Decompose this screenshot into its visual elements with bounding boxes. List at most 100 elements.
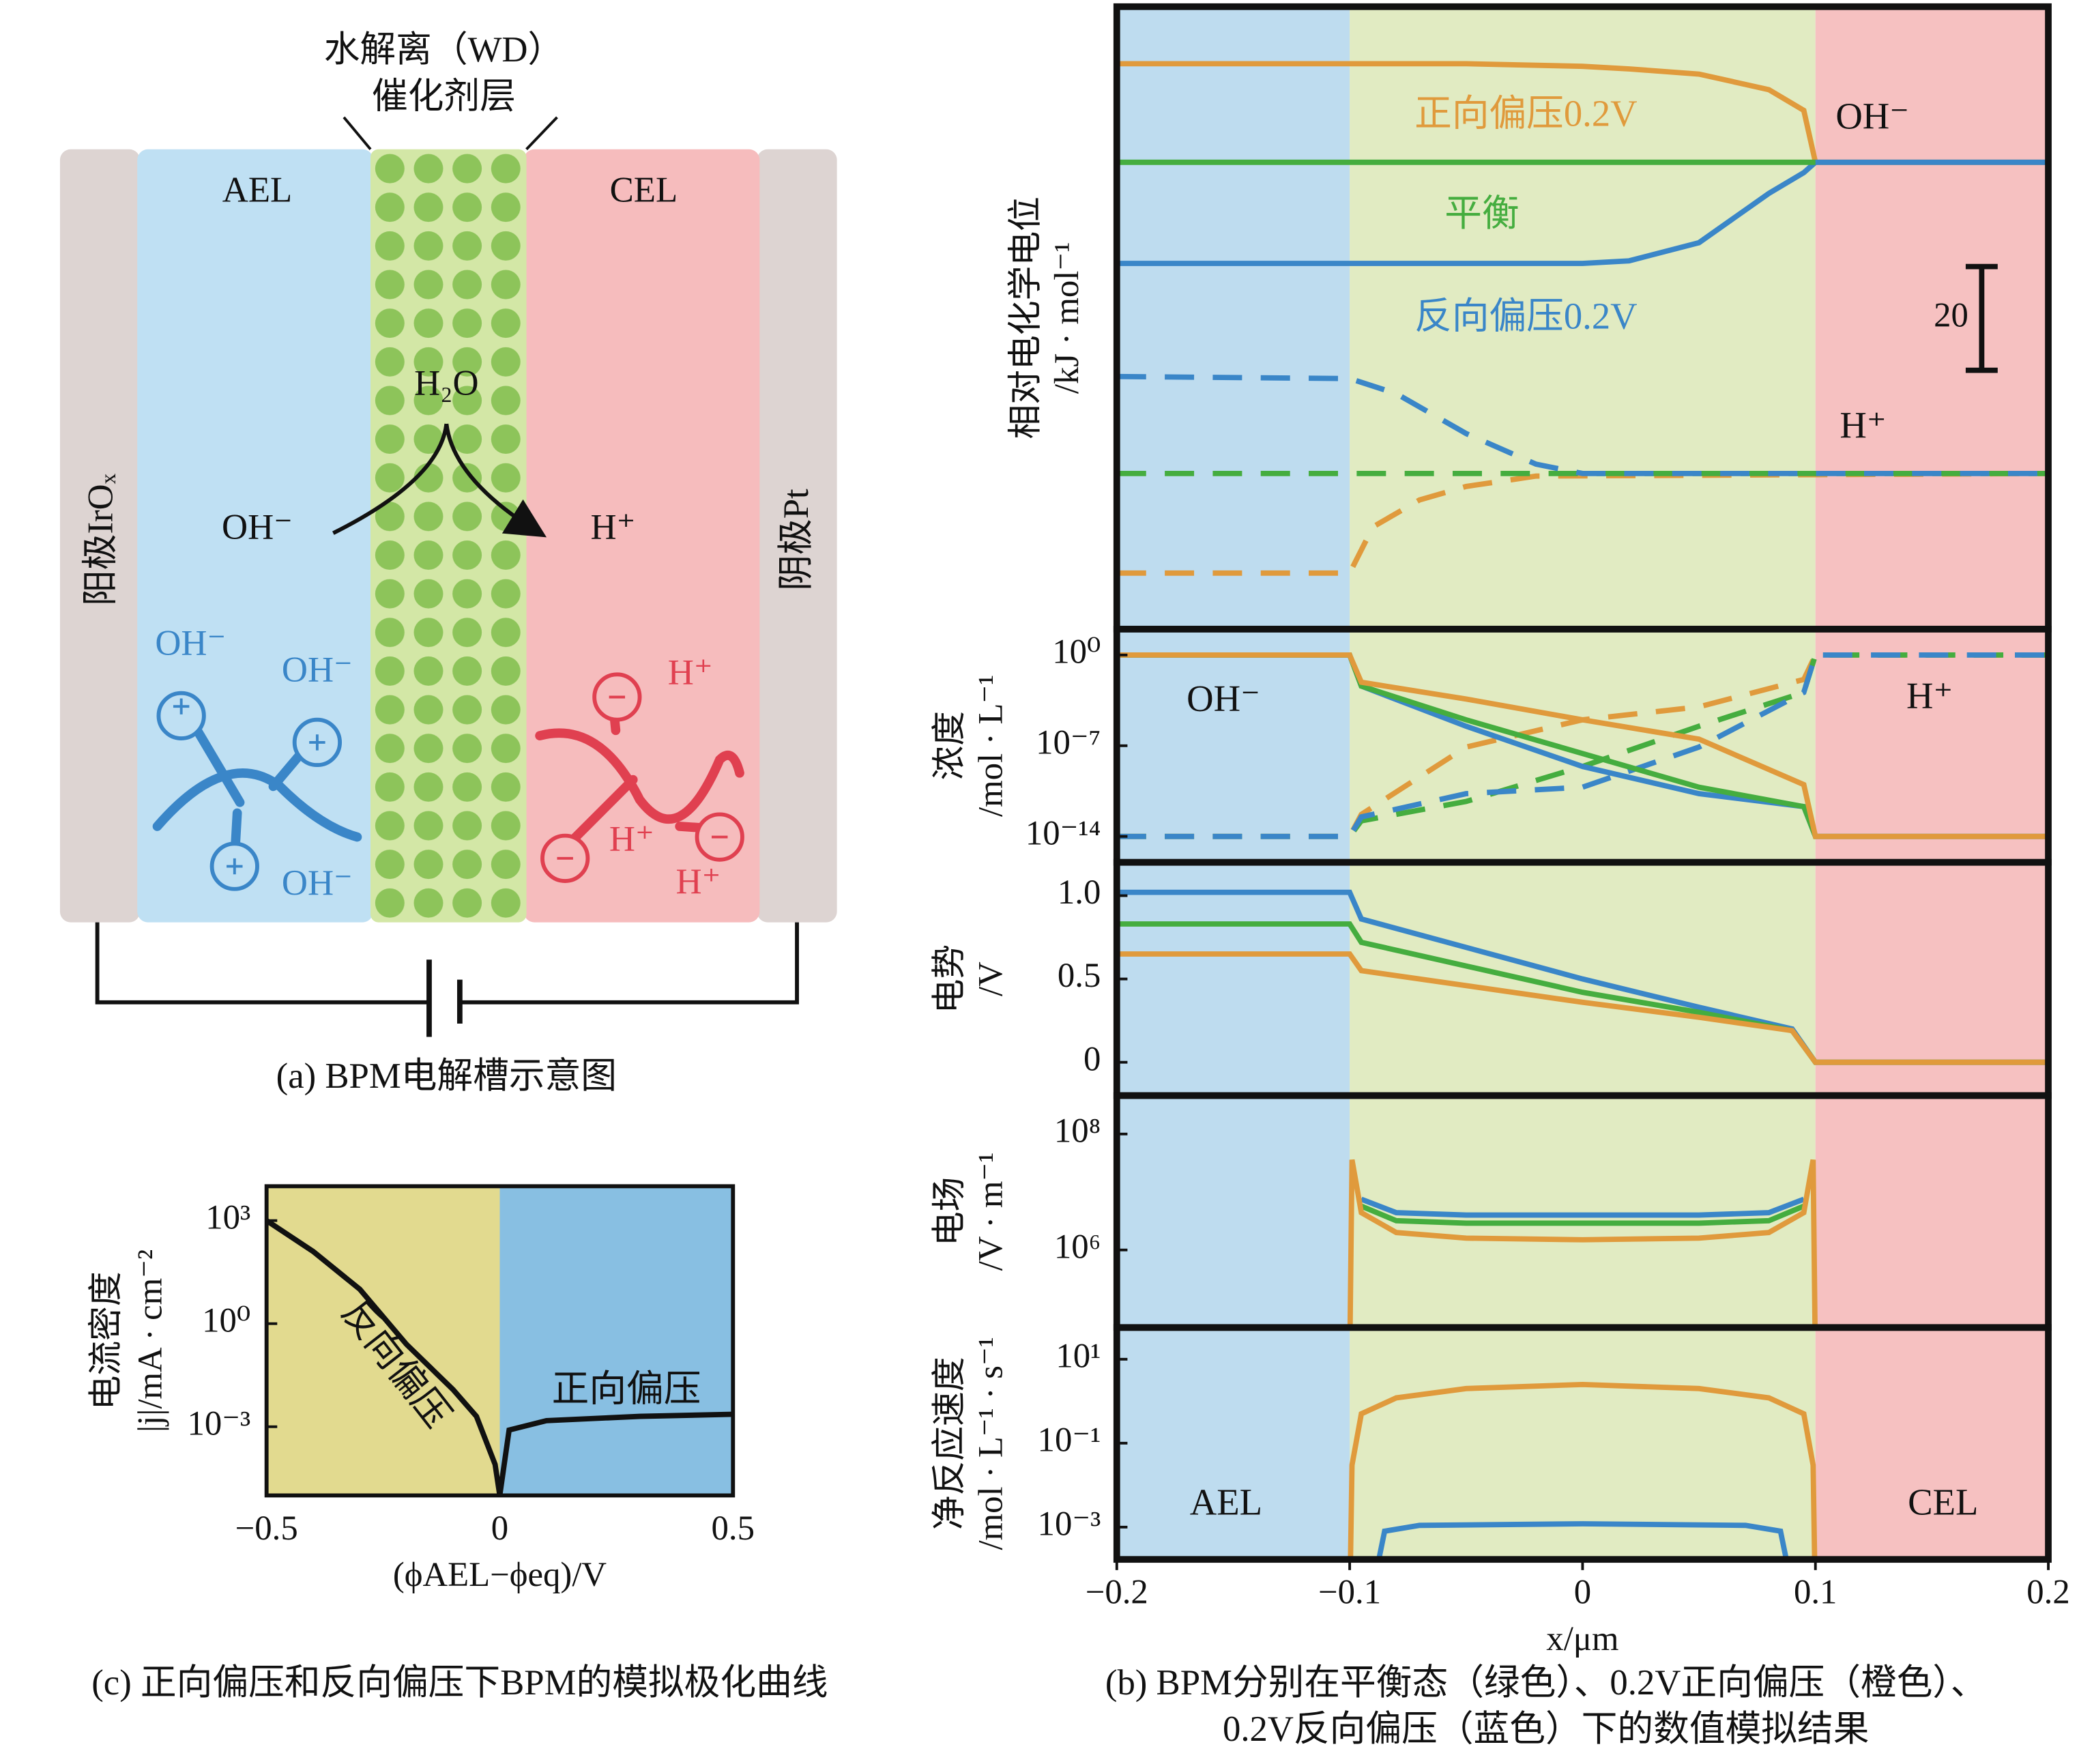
wd-title: 催化剂层 <box>372 77 516 117</box>
y-tick-label: 10³ <box>205 1198 250 1236</box>
circuit <box>95 922 799 1004</box>
battery <box>426 959 463 1037</box>
x-tick-label: 0 <box>491 1509 508 1547</box>
ion-label: OH⁻ <box>282 650 353 689</box>
anode-label: 阳极IrOₓ <box>81 473 120 606</box>
scale-bar-label: 20 <box>1934 295 1968 334</box>
plot-frame <box>264 1184 736 1498</box>
water-label: H₂O <box>414 364 479 403</box>
x-tick-label: −0.5 <box>235 1509 298 1547</box>
annotation: H⁺ <box>1840 404 1886 446</box>
split-arrow <box>332 423 540 533</box>
annotation: H⁺ <box>1906 675 1953 717</box>
wd-layer <box>370 149 527 923</box>
series-line <box>1347 1159 1818 1328</box>
series-line <box>1360 1196 1805 1218</box>
y-tick-label: 10⁻³ <box>187 1404 250 1442</box>
x-tick-label: 0.1 <box>1794 1573 1837 1611</box>
y-axis-label: 浓度 <box>930 711 968 781</box>
region <box>499 1186 733 1496</box>
x-tick-label: −0.1 <box>1318 1573 1381 1611</box>
y-axis-label: |j|/mA · cm⁻² <box>130 1249 169 1432</box>
annotation: OH⁻ <box>1835 95 1909 136</box>
x-tick-label: −0.2 <box>1086 1573 1148 1611</box>
y-tick-label: 10¹ <box>1056 1336 1101 1374</box>
cel-layer <box>523 149 760 923</box>
series-line <box>1360 1203 1805 1226</box>
cathode <box>757 149 837 923</box>
wd-title: 水解离（WD） <box>324 30 564 70</box>
y-axis-label: 净反应速度 <box>930 1357 968 1530</box>
plots: 10³ 10⁰ 10⁻³ −0.5 0 0.5 电流密度 |j|/mA · cm⁻² (ϕAEL… <box>87 3 2070 1658</box>
ion-label: OH⁻ <box>155 623 226 663</box>
anode <box>59 149 141 923</box>
series-line <box>1116 470 2049 576</box>
series-line <box>1116 373 2049 476</box>
panel: 10¹ 10⁻¹ 10⁻³ −0.2 −0.1 0 0.1 0.2 净反应速度/mol · L⁻… <box>930 1324 2070 1658</box>
y-tick-label: 10⁻⁷ <box>1036 723 1101 761</box>
series-line <box>1116 159 2049 266</box>
series-line <box>1348 1381 1818 1560</box>
series-line <box>1116 951 2049 1065</box>
ael-ions: OH⁻ OH⁻ OH⁻ <box>155 623 353 903</box>
caption: 0.2V反向偏压（蓝色）下的数值模拟结果 <box>1223 1709 1869 1749</box>
y-axis-label: /mol · L⁻¹ <box>972 675 1010 817</box>
region <box>1815 6 2049 1560</box>
x-tick-label: 0 <box>1574 1573 1591 1611</box>
x-tick-label: 0.5 <box>712 1509 755 1547</box>
annotation: 正向偏压0.2V <box>1414 92 1638 134</box>
scale-bar <box>1965 263 1998 373</box>
h-label: H⁺ <box>591 507 636 547</box>
annotation: 反向偏压0.2V <box>1414 295 1638 336</box>
plot-frame <box>1113 1324 2052 1563</box>
y-tick-label: 10⁻³ <box>1038 1505 1101 1543</box>
y-tick-label: 10⁰ <box>1052 633 1101 671</box>
series-line <box>1116 61 2049 165</box>
caption: (c) 正向偏压和反向偏压下BPM的模拟极化曲线 <box>91 1663 828 1703</box>
minus-sign <box>557 695 728 860</box>
y-axis-label: 电流密度 <box>87 1271 125 1410</box>
y-tick-label: 10⁶ <box>1054 1227 1101 1265</box>
y-axis-label: /V · m⁻¹ <box>972 1153 1010 1271</box>
anion-groups <box>540 672 744 883</box>
caption: (a) BPM电解槽示意图 <box>276 1056 617 1096</box>
y-tick-label: 10⁻¹ <box>1038 1421 1101 1459</box>
y-axis-label: 相对电化学电位 <box>1006 197 1045 439</box>
y-axis-label: 电场 <box>930 1177 968 1247</box>
ionomer-chain <box>152 725 362 865</box>
annotation: CEL <box>1908 1481 1978 1523</box>
y-tick-label: 0 <box>1084 1039 1101 1078</box>
region <box>266 1186 500 1496</box>
y-tick-label: 10⁻¹⁴ <box>1026 813 1101 852</box>
diagram-a: 水解离（WD） 催化剂层 AEL CEL H₂O OH⁻ H⁺ 阳极IrOₓ 阴… <box>59 30 837 1096</box>
x-axis-label: (ϕAEL−ϕeq)/V <box>393 1555 607 1593</box>
ion-label: H⁺ <box>609 819 654 858</box>
y-tick-label: 0.5 <box>1058 956 1101 994</box>
series-line <box>1116 652 2049 839</box>
annotation: AEL <box>1190 1481 1262 1523</box>
y-tick-label: 10⁸ <box>1054 1111 1101 1149</box>
annotation: 平衡 <box>1444 192 1519 234</box>
leader-line <box>343 116 558 151</box>
y-axis-label: 电势 <box>930 944 968 1014</box>
series-line <box>1116 652 2049 839</box>
annotation: OH⁻ <box>1187 678 1260 719</box>
y-axis-label: /V <box>972 961 1010 996</box>
ion-label: OH⁻ <box>282 863 353 903</box>
annotation: 正向偏压 <box>552 1368 701 1410</box>
series-line <box>1376 1521 1789 1560</box>
x-tick-label: 0.2 <box>2026 1573 2069 1611</box>
y-axis-label: /kJ · mol⁻¹ <box>1047 242 1086 394</box>
ion-label: H⁺ <box>668 652 713 692</box>
y-tick-label: 1.0 <box>1058 873 1101 911</box>
ael-label: AEL <box>222 170 292 209</box>
plus-sign <box>173 698 325 875</box>
series-line <box>266 1218 733 1496</box>
oh-label: OH⁻ <box>222 507 293 547</box>
caption: (b) BPM分别在平衡态（绿色）、0.2V正向偏压（橙色）、 <box>1105 1663 1987 1703</box>
y-tick-label: 10⁰ <box>202 1301 250 1339</box>
cathode-label: 阴极Pt <box>776 489 816 591</box>
